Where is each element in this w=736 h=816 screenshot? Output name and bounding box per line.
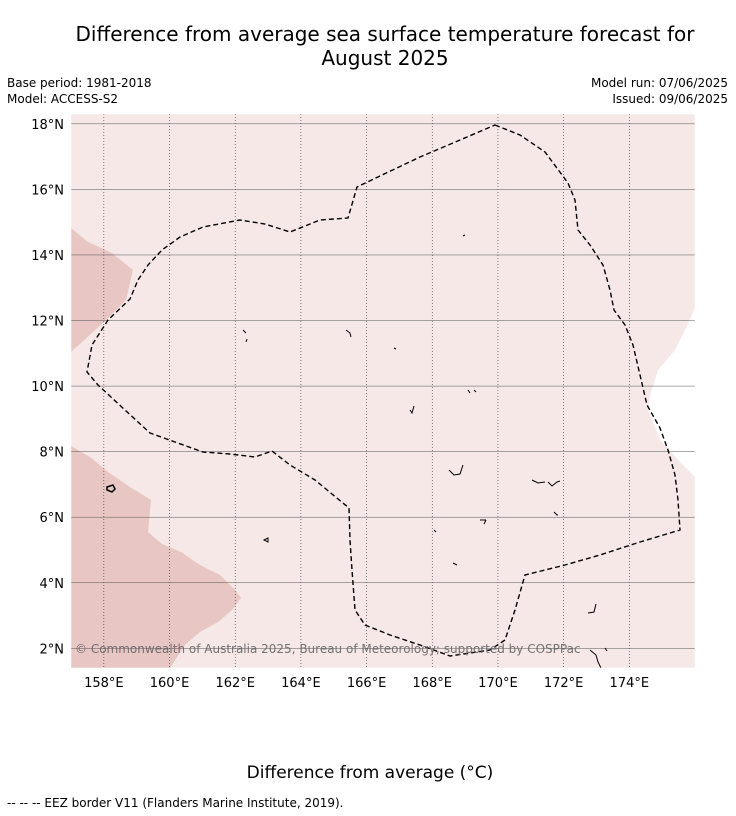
chart-title: Difference from average sea surface temp… xyxy=(40,22,730,70)
lat-tick-label: 14°N xyxy=(31,249,64,264)
latitude-tick-labels: 2°N 4°N 6°N 8°N 10°N 12°N 14°N 16°N 18°N xyxy=(31,118,64,657)
forecast-map: © Commonwealth of Australia 2025, Bureau… xyxy=(31,113,696,691)
model-run-text: Model run: 07/06/2025 xyxy=(590,76,728,90)
base-period-text: Base period: 1981-2018 xyxy=(7,76,152,90)
coastline-island xyxy=(409,405,415,415)
lon-tick-label: 162°E xyxy=(215,676,255,691)
meta-left: Base period: 1981-2018 Model: ACCESS-S2 xyxy=(7,75,152,107)
coastline-island xyxy=(553,511,558,516)
coastline-island xyxy=(345,329,352,338)
coastline-island xyxy=(262,537,269,543)
coastline-island xyxy=(393,347,397,350)
lat-tick-label: 8°N xyxy=(40,446,65,461)
lon-tick-label: 164°E xyxy=(281,676,321,691)
model-text: Model: ACCESS-S2 xyxy=(7,92,119,106)
coastline-island xyxy=(480,519,487,525)
footnote-eez: -- -- -- EEZ border V11 (Flanders Marine… xyxy=(7,796,344,810)
coastline-island xyxy=(467,389,477,394)
coastline-island xyxy=(462,234,466,237)
lat-tick-label: 4°N xyxy=(40,577,65,592)
neutral-region-east xyxy=(648,308,695,477)
coastlines xyxy=(106,234,608,669)
lat-tick-label: 18°N xyxy=(31,118,64,133)
coastline-island xyxy=(587,603,597,614)
lat-tick-label: 16°N xyxy=(31,183,64,198)
lon-tick-label: 172°E xyxy=(544,676,584,691)
lat-tick-label: 6°N xyxy=(40,511,65,526)
coastline-island xyxy=(531,479,561,487)
warm-region-southwest xyxy=(71,446,241,668)
coastline-island xyxy=(242,329,248,343)
map-frame xyxy=(70,113,696,669)
eez-border xyxy=(86,124,681,657)
longitude-tick-labels: 158°E 160°E 162°E 164°E 166°E 168°E 170°E 172°E… xyxy=(84,676,649,691)
lat-tick-label: 2°N xyxy=(40,642,65,657)
coastline-island xyxy=(448,464,464,476)
warm-region-northwest xyxy=(71,228,133,352)
title-line-2: August 2025 xyxy=(321,46,449,70)
lon-tick-label: 166°E xyxy=(347,676,387,691)
lon-tick-label: 170°E xyxy=(478,676,518,691)
coastline-island xyxy=(452,562,458,566)
meta-right: Model run: 07/06/2025 Issued: 09/06/2025 xyxy=(591,75,728,107)
lon-tick-label: 160°E xyxy=(150,676,190,691)
lon-tick-label: 174°E xyxy=(610,676,650,691)
coastline-island xyxy=(589,647,608,669)
lon-tick-label: 158°E xyxy=(84,676,124,691)
colorbar-title: Difference from average (°C) xyxy=(246,763,494,783)
lon-tick-label: 168°E xyxy=(412,676,452,691)
title-line-1: Difference from average sea surface temp… xyxy=(75,22,695,46)
coastline-atoll xyxy=(106,484,116,493)
copyright-text: © Commonwealth of Australia 2025, Bureau… xyxy=(75,642,581,656)
lat-tick-label: 12°N xyxy=(31,315,64,330)
latitude-gridlines xyxy=(71,123,695,649)
lat-tick-label: 10°N xyxy=(31,380,64,395)
coastline-island xyxy=(433,529,437,533)
issued-text: Issued: 09/06/2025 xyxy=(612,92,728,106)
